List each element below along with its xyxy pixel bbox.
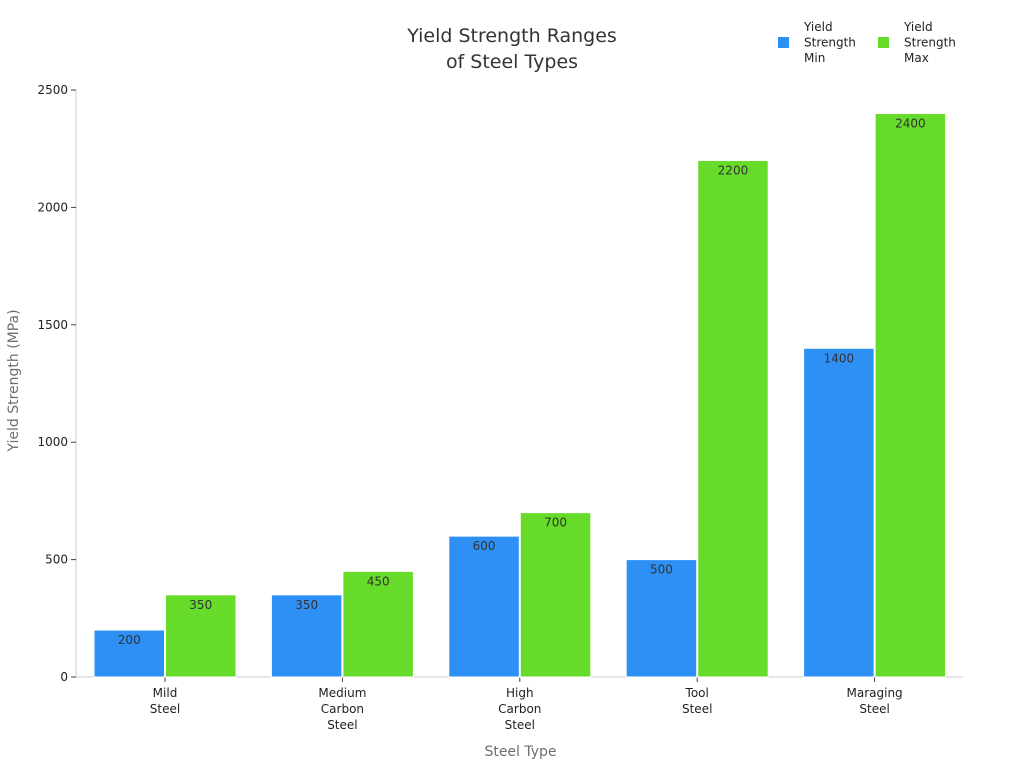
legend-label: Yield Strength Max [903, 20, 956, 65]
bar-data-label: 350 [295, 598, 318, 612]
y-tick-label: 1000 [37, 435, 68, 449]
bar [803, 347, 875, 678]
bar [93, 629, 165, 678]
x-tick-label: Mild Steel [150, 686, 180, 716]
bar [342, 570, 414, 678]
bar [519, 512, 592, 678]
legend-label: Yield Strength Min [803, 20, 856, 65]
y-tick-label: 0 [60, 670, 68, 684]
y-axis-title: Yield Strength (MPa) [6, 309, 22, 452]
bar [165, 594, 237, 678]
y-tick-label: 500 [45, 553, 68, 567]
x-axis-title: Steel Type [484, 744, 556, 760]
bar [697, 159, 769, 678]
legend-swatch [778, 37, 789, 48]
bar-data-label: 500 [650, 563, 673, 577]
bar [270, 594, 343, 678]
bar-data-label: 1400 [824, 351, 855, 365]
x-tick-label: Maraging Steel [847, 686, 903, 716]
x-tick-label: Tool Steel [682, 686, 712, 716]
x-tick-label: Medium Carbon Steel [318, 686, 366, 732]
bar-data-label: 450 [367, 574, 390, 588]
bar-data-label: 350 [189, 598, 212, 612]
bar [448, 535, 520, 678]
bar-data-label: 200 [118, 633, 141, 647]
bar-data-label: 600 [473, 539, 496, 553]
bar-data-label: 700 [544, 516, 567, 530]
x-tick-label: High Carbon Steel [498, 686, 541, 732]
bar-data-label: 2400 [895, 116, 926, 130]
bar [625, 559, 698, 678]
legend-swatch [878, 37, 889, 48]
bar [874, 112, 947, 678]
y-tick-label: 1500 [37, 318, 68, 332]
y-tick-label: 2000 [37, 200, 68, 214]
y-tick-label: 2500 [37, 83, 68, 97]
chart-title: Yield Strength Ranges of Steel Types [406, 25, 617, 73]
bar-data-label: 2200 [718, 163, 749, 177]
